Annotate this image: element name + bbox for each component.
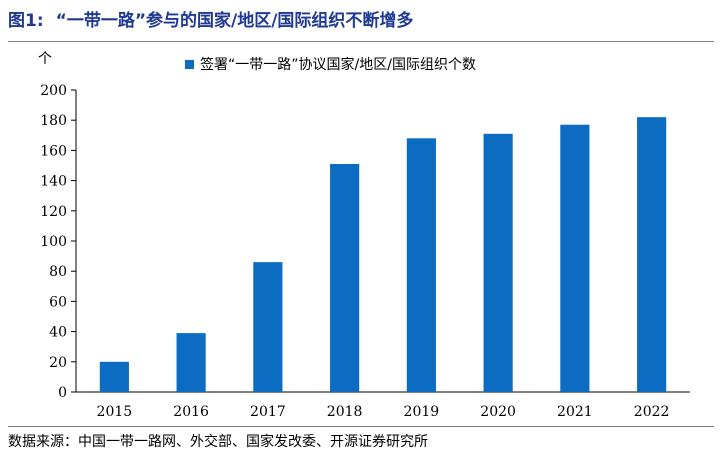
- y-tick-label: 60: [49, 294, 67, 310]
- x-tick-label: 2022: [634, 404, 670, 420]
- x-tick-label: 2020: [480, 404, 516, 420]
- bar: [253, 262, 283, 392]
- y-tick-label: 20: [49, 355, 67, 371]
- top-rule: [8, 41, 714, 42]
- bar: [99, 361, 129, 392]
- y-axis-unit: 个: [38, 51, 52, 67]
- x-tick-label: 2015: [97, 404, 133, 420]
- figure-title: 图1: “一带一路”参与的国家/地区/国际组织不断增多: [8, 6, 413, 31]
- x-tick-label: 2021: [557, 404, 593, 420]
- bar: [330, 163, 360, 392]
- y-tick-label: 0: [58, 385, 67, 401]
- y-tick-label: 160: [40, 143, 67, 159]
- legend-swatch: [185, 59, 194, 69]
- figure-label: 图1:: [8, 11, 44, 31]
- y-tick-label: 100: [40, 234, 67, 250]
- bar: [637, 117, 667, 393]
- y-tick-label: 140: [40, 174, 67, 190]
- data-source: 数据来源：中国一带一路网、外交部、国家发改委、开源证券研究所: [8, 434, 428, 450]
- x-tick-label: 2017: [250, 404, 286, 420]
- bar: [560, 124, 590, 392]
- y-tick-label: 200: [40, 83, 67, 99]
- y-tick-label: 120: [40, 204, 67, 220]
- y-tick-label: 180: [40, 113, 67, 129]
- x-tick-label: 2018: [327, 404, 363, 420]
- legend-label: 签署“一带一路”协议国家/地区/国际组织个数: [200, 57, 476, 73]
- legend: 签署“一带一路”协议国家/地区/国际组织个数: [185, 54, 476, 74]
- bottom-rule: [8, 426, 714, 427]
- bar: [483, 133, 513, 393]
- figure-title-text: “一带一路”参与的国家/地区/国际组织不断增多: [55, 11, 414, 31]
- y-tick-label: 40: [49, 325, 67, 341]
- y-tick-label: 80: [49, 264, 67, 280]
- bar: [176, 333, 206, 392]
- x-tick-label: 2016: [173, 404, 209, 420]
- x-tick-label: 2019: [404, 404, 440, 420]
- bar: [406, 138, 436, 392]
